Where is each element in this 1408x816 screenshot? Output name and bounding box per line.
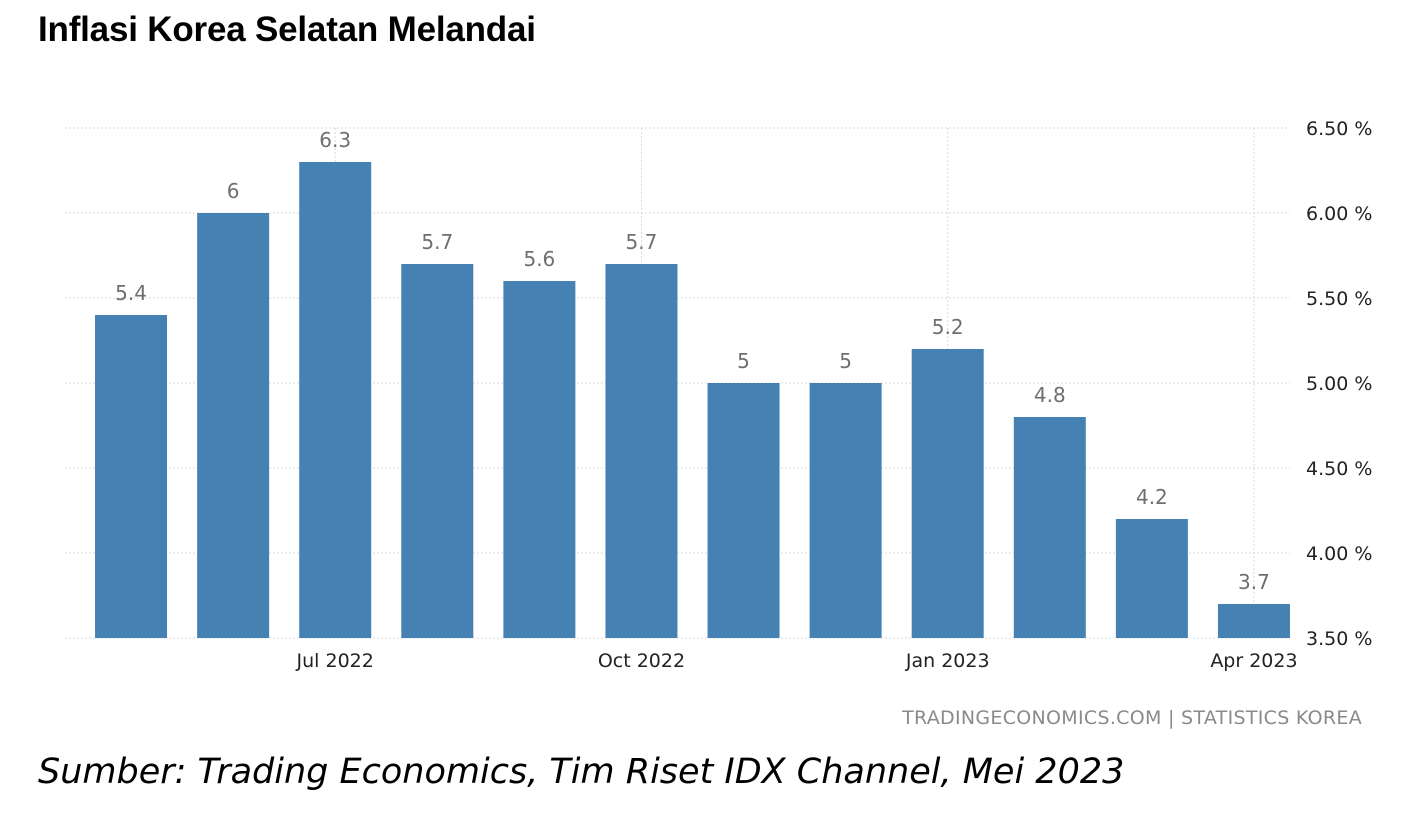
bar-jun-2022 bbox=[197, 213, 270, 638]
data-label: 5 bbox=[737, 349, 750, 373]
data-label: 5 bbox=[839, 349, 852, 373]
x-tick-label: Apr 2023 bbox=[1210, 650, 1297, 672]
bar-dec-2022 bbox=[809, 383, 882, 638]
y-tick-label: 4.50 % bbox=[1306, 458, 1372, 480]
y-tick-label: 6.00 % bbox=[1306, 203, 1372, 225]
data-label: 6 bbox=[227, 179, 240, 203]
data-label: 4.8 bbox=[1034, 383, 1066, 407]
bar-apr-2023 bbox=[1217, 604, 1290, 638]
x-tick-label: Oct 2022 bbox=[598, 650, 685, 672]
bar-nov-2022 bbox=[707, 383, 780, 638]
data-label: 5.4 bbox=[115, 281, 147, 305]
data-label: 5.7 bbox=[421, 230, 453, 254]
data-label: 5.6 bbox=[523, 247, 555, 271]
data-label: 4.2 bbox=[1136, 485, 1168, 509]
bar-sep-2022 bbox=[503, 281, 576, 638]
bar-jan-2023 bbox=[911, 349, 984, 638]
chart-title: Inflasi Korea Selatan Melandai bbox=[38, 10, 536, 49]
y-tick-label: 5.50 % bbox=[1306, 288, 1372, 310]
bar-feb-2023 bbox=[1013, 417, 1086, 638]
y-tick-label: 5.00 % bbox=[1306, 373, 1372, 395]
data-label: 6.3 bbox=[319, 128, 351, 152]
x-tick-label: Jul 2022 bbox=[296, 650, 374, 672]
data-label: 5.2 bbox=[932, 315, 964, 339]
caption: Sumber: Trading Economics, Tim Riset IDX… bbox=[38, 752, 1125, 792]
y-tick-label: 3.50 % bbox=[1306, 628, 1372, 650]
bar-oct-2022 bbox=[605, 264, 678, 638]
data-label: 3.7 bbox=[1238, 570, 1270, 594]
bar-may-2022 bbox=[95, 315, 168, 638]
bar-jul-2022 bbox=[299, 162, 372, 638]
y-tick-label: 4.00 % bbox=[1306, 543, 1372, 565]
source-attribution: TRADINGECONOMICS.COM | STATISTICS KOREA bbox=[902, 707, 1362, 729]
data-label: 5.7 bbox=[626, 230, 658, 254]
y-tick-label: 6.50 % bbox=[1306, 118, 1372, 140]
bar-aug-2022 bbox=[401, 264, 474, 638]
x-tick-label: Jan 2023 bbox=[905, 650, 990, 672]
bar-mar-2023 bbox=[1115, 519, 1188, 638]
